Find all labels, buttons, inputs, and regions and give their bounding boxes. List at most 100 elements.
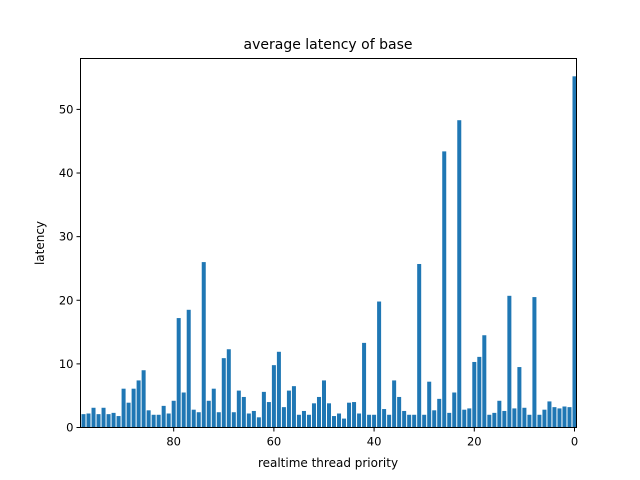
bar-priority-56 <box>291 386 296 428</box>
bar-priority-20 <box>472 361 477 428</box>
bar-priority-8 <box>532 297 537 428</box>
bar-priority-70 <box>221 358 226 428</box>
bar-priority-50 <box>321 380 326 428</box>
bar-priority-77 <box>186 309 191 428</box>
bar-priority-38 <box>382 409 387 428</box>
bar-priority-23 <box>457 120 462 428</box>
plot-frame <box>80 58 577 428</box>
bar-priority-60 <box>271 365 276 428</box>
y-tick-label: 30 <box>59 230 74 244</box>
bar-priority-37 <box>387 414 392 428</box>
bar-priority-58 <box>281 407 286 428</box>
bar-priority-72 <box>211 388 216 428</box>
bar-priority-36 <box>392 380 397 428</box>
bar-priority-33 <box>407 414 412 428</box>
bar-priority-10 <box>522 407 527 428</box>
bar-priority-79 <box>176 318 181 428</box>
bar-priority-40 <box>372 414 377 428</box>
bar-priority-26 <box>442 151 447 428</box>
bar-priority-13 <box>507 295 512 428</box>
bar-priority-98 <box>81 414 86 428</box>
bar-priority-75 <box>196 412 201 428</box>
bar-priority-83 <box>156 414 161 428</box>
bar-priority-7 <box>537 414 542 428</box>
bar-priority-68 <box>231 412 236 428</box>
bar-priority-15 <box>497 400 502 428</box>
y-tick-label: 20 <box>59 293 74 307</box>
bar-priority-80 <box>171 400 176 428</box>
bar-priority-21 <box>467 408 472 428</box>
bar-priority-51 <box>316 396 321 428</box>
x-tick-label: 80 <box>166 435 181 449</box>
bar-priority-18 <box>482 335 487 428</box>
bar-priority-34 <box>402 410 407 428</box>
bar-priority-54 <box>301 410 306 428</box>
bar-priority-22 <box>462 409 467 428</box>
bar-priority-85 <box>146 410 151 428</box>
bar-priority-59 <box>276 351 281 428</box>
bar-priority-27 <box>437 398 442 428</box>
bar-priority-73 <box>206 400 211 428</box>
bar-priority-5 <box>547 401 552 428</box>
bar-priority-31 <box>417 263 422 428</box>
bar-priority-48 <box>332 416 337 428</box>
bar-priority-29 <box>427 381 432 428</box>
bar-priority-96 <box>91 407 96 428</box>
bar-priority-16 <box>492 412 497 428</box>
bar-priority-69 <box>226 349 231 428</box>
bar-priority-9 <box>527 414 532 428</box>
x-tick-label: 60 <box>267 435 282 449</box>
bar-priority-97 <box>86 413 91 428</box>
bar-priority-90 <box>121 388 126 428</box>
bar-priority-49 <box>327 403 332 428</box>
bar-priority-11 <box>517 367 522 428</box>
bar-priority-35 <box>397 396 402 428</box>
chart-title: average latency of base <box>244 37 413 53</box>
x-axis-label: realtime thread priority <box>258 456 398 470</box>
bar-priority-55 <box>296 414 301 428</box>
bar-priority-30 <box>422 414 427 428</box>
bar-priority-67 <box>236 390 241 428</box>
y-tick-label: 0 <box>66 421 73 435</box>
y-tick-label: 40 <box>59 166 74 180</box>
bar-priority-32 <box>412 414 417 428</box>
bar-priority-91 <box>116 416 121 428</box>
bar-priority-43 <box>357 413 362 428</box>
bar-priority-93 <box>106 414 111 428</box>
bar-priority-87 <box>136 380 141 428</box>
bar-priority-2 <box>562 406 567 428</box>
bar-priority-24 <box>452 392 457 428</box>
bar-priority-64 <box>251 410 256 428</box>
bar-priority-1 <box>567 407 572 428</box>
bar-priority-25 <box>447 412 452 428</box>
bar-priority-53 <box>306 414 311 428</box>
bar-priority-47 <box>337 413 342 428</box>
bar-priority-12 <box>512 408 517 428</box>
x-tick-label: 20 <box>467 435 482 449</box>
bars-group <box>81 76 577 428</box>
bar-priority-62 <box>261 391 266 428</box>
y-tick-label: 50 <box>59 102 74 116</box>
bar-priority-3 <box>557 408 562 428</box>
bar-priority-81 <box>166 413 171 428</box>
bar-priority-41 <box>367 414 372 428</box>
bar-priority-14 <box>502 410 507 428</box>
bar-priority-39 <box>377 301 382 428</box>
bar-priority-86 <box>141 370 146 428</box>
bar-priority-89 <box>126 402 131 428</box>
y-tick-label: 10 <box>59 357 74 371</box>
bar-priority-84 <box>151 414 156 428</box>
bar-priority-63 <box>256 417 261 428</box>
bar-priority-94 <box>101 407 106 428</box>
bar-priority-61 <box>266 402 271 428</box>
bar-priority-45 <box>347 402 352 428</box>
bar-priority-66 <box>241 396 246 428</box>
bar-priority-46 <box>342 418 347 428</box>
y-axis-label: latency <box>33 221 47 265</box>
bar-priority-57 <box>286 390 291 428</box>
bar-priority-95 <box>96 414 101 428</box>
bar-priority-82 <box>161 405 166 428</box>
bar-priority-28 <box>432 410 437 428</box>
bar-priority-4 <box>552 407 557 428</box>
